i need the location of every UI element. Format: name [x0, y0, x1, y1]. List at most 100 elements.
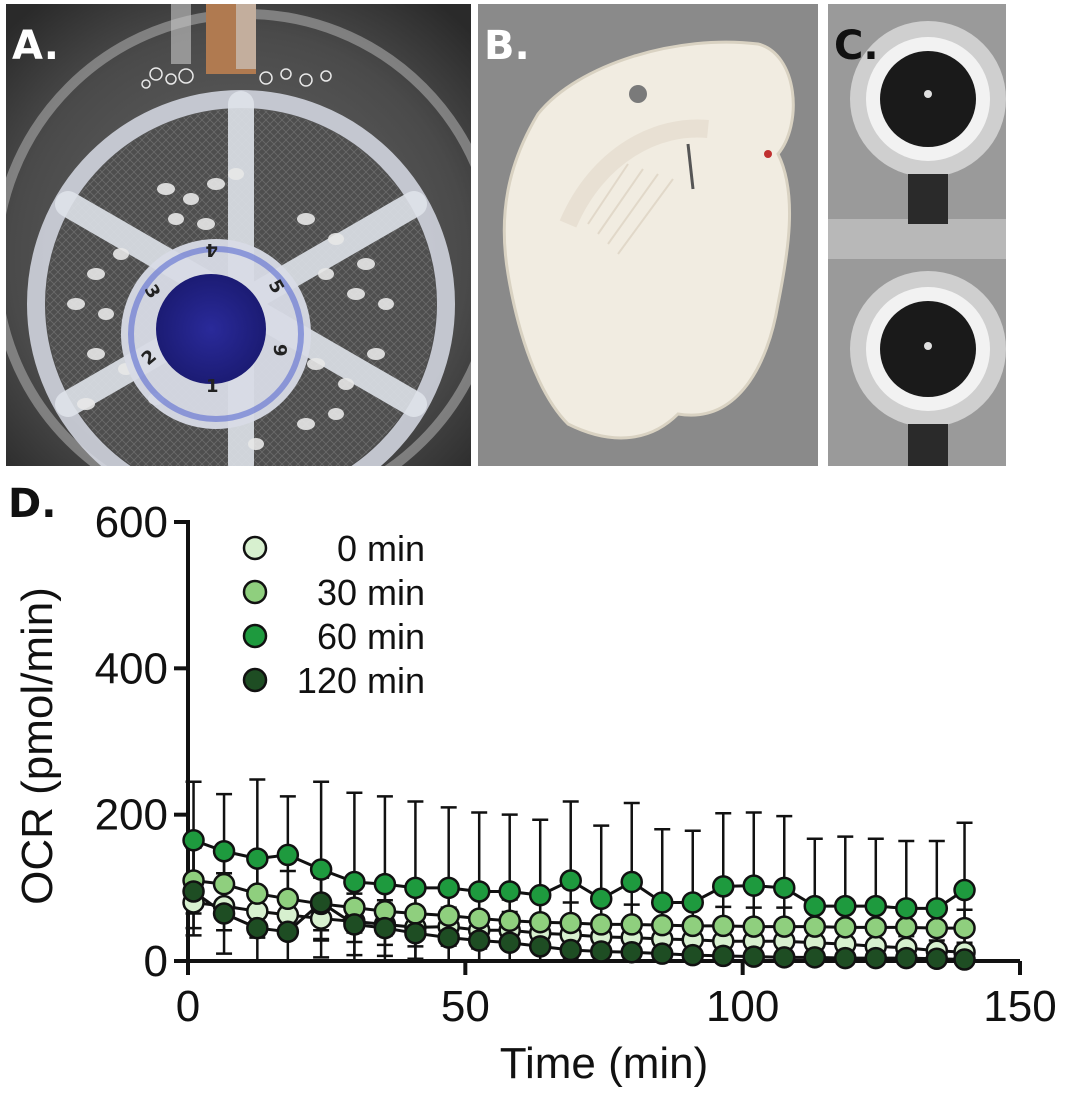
data-point: [373, 916, 397, 940]
data-point: [773, 915, 796, 938]
panel-a-label: A.: [12, 23, 59, 69]
data-point: [895, 946, 918, 970]
well-number-label: 9: [269, 344, 290, 357]
data-point: [925, 947, 949, 971]
data-point: [953, 916, 976, 940]
panel-c-label: C.: [834, 23, 879, 69]
data-point: [343, 913, 366, 936]
legend-label: 30 min: [317, 572, 425, 613]
legend-label: 60 min: [317, 616, 425, 657]
legend-marker: [242, 667, 268, 693]
data-point: [773, 876, 796, 900]
data-point: [681, 914, 704, 938]
data-point: [650, 891, 674, 914]
x-tick-label: 150: [983, 982, 1056, 1031]
legend-marker: [242, 535, 268, 561]
y-tick-label: 600: [95, 498, 168, 547]
well-bottom: [850, 271, 1006, 466]
data-point: [895, 897, 918, 920]
data-point: [498, 880, 521, 903]
data-point: [803, 946, 827, 969]
data-point: [404, 876, 427, 900]
data-point: [620, 913, 643, 936]
data-point: [895, 916, 918, 939]
data-point: [467, 880, 491, 903]
data-point: [834, 916, 857, 939]
data-point: [246, 847, 269, 870]
data-point: [528, 935, 552, 958]
well-number-label: 1: [206, 376, 219, 397]
y-tick-label: 0: [144, 937, 168, 986]
data-point: [834, 894, 857, 918]
data-point: [925, 916, 949, 940]
well-number-label: 4: [205, 239, 218, 260]
data-point: [681, 943, 704, 967]
data-point: [182, 880, 205, 903]
data-point: [404, 921, 427, 945]
data-point: [742, 945, 766, 968]
data-point: [276, 843, 300, 867]
legend-label: 120 min: [297, 660, 425, 701]
data-point: [620, 940, 643, 964]
data-point: [309, 891, 333, 914]
panel-b-photo: B.: [478, 4, 818, 466]
data-point: [343, 870, 366, 894]
x-tick-label: 0: [176, 982, 200, 1031]
data-point: [742, 915, 766, 938]
data-point: [864, 894, 888, 918]
data-point: [589, 913, 613, 936]
data-point: [803, 915, 827, 938]
data-point: [742, 874, 766, 897]
data-point: [437, 876, 460, 900]
data-point: [650, 942, 674, 965]
data-point: [276, 887, 300, 911]
data-point: [246, 916, 269, 940]
panel-a-photo: 1 2 3 4 5 9 A.: [6, 4, 471, 466]
data-point: [559, 911, 582, 935]
x-tick-label: 100: [706, 982, 779, 1031]
data-point: [437, 926, 460, 949]
data-point: [212, 902, 236, 925]
y-tick-label: 200: [95, 791, 168, 840]
x-tick-label: 50: [441, 982, 490, 1031]
data-point: [528, 883, 552, 907]
data-point: [276, 920, 300, 943]
data-point: [681, 891, 704, 914]
legend-marker: [242, 623, 268, 649]
data-point: [712, 914, 735, 938]
data-point: [864, 946, 888, 970]
data-point: [712, 944, 735, 968]
data-point: [953, 948, 976, 971]
legend-marker: [242, 579, 268, 605]
data-point: [559, 869, 582, 892]
x-axis-label: Time (min): [500, 1039, 709, 1088]
data-point: [404, 902, 427, 925]
data-point: [712, 875, 735, 898]
data-point: [559, 938, 582, 962]
data-point: [528, 910, 552, 934]
data-point: [620, 870, 643, 894]
data-point: [773, 946, 796, 969]
brain-slice: [502, 40, 795, 440]
data-point: [212, 872, 236, 896]
data-point: [803, 894, 827, 918]
data-point: [650, 913, 674, 937]
data-point: [246, 882, 269, 905]
data-point: [953, 878, 976, 902]
y-tick-label: 400: [95, 644, 168, 693]
data-point: [589, 940, 613, 963]
data-point: [467, 907, 491, 930]
panel-d-label: D.: [8, 481, 57, 527]
data-point: [373, 872, 397, 896]
panel-b-label: B.: [484, 23, 530, 69]
data-point: [834, 946, 857, 970]
data-point: [589, 887, 613, 911]
data-point: [212, 840, 236, 863]
data-point: [925, 897, 949, 920]
legend-label: 0 min: [337, 528, 425, 569]
panel-c-photo: C.: [828, 4, 1006, 466]
data-point: [309, 858, 333, 881]
well-top: [850, 21, 1006, 224]
data-point: [498, 909, 521, 933]
